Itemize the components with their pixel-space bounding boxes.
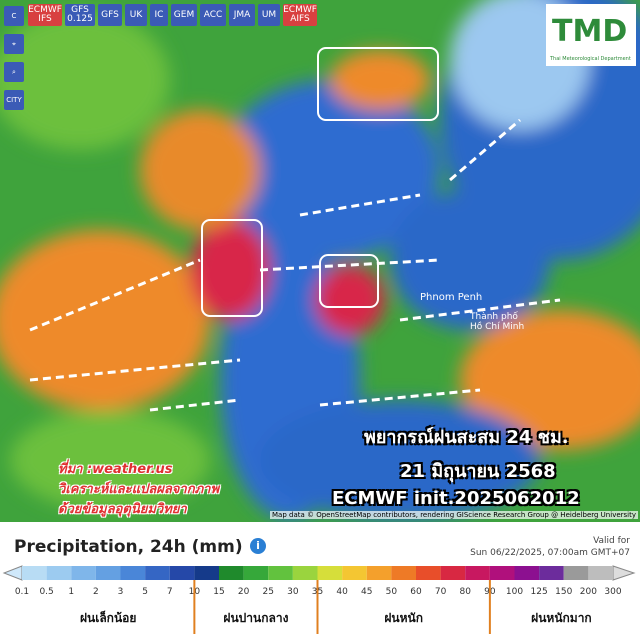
- legend-level: 7: [167, 587, 173, 597]
- legend-level: 20: [238, 587, 250, 597]
- place-label: Thành phố: [470, 312, 518, 322]
- legend-swatch: [588, 566, 613, 580]
- legend-level: 15: [213, 587, 224, 597]
- credit: ด้วยข้อมูลอุตุนิยมวิทยา: [58, 502, 187, 517]
- zoom-button[interactable]: ⌕: [4, 62, 24, 82]
- legend-level: 45: [361, 587, 372, 597]
- legend-level: 25: [263, 587, 274, 597]
- valid-label: Valid for: [593, 536, 630, 546]
- location-button[interactable]: ⌖: [4, 34, 24, 54]
- model-button[interactable]: JMA: [229, 4, 255, 26]
- category-label: ฝนปานกลาง: [223, 611, 288, 625]
- legend-swatch: [95, 566, 121, 580]
- legend-bar: 0.10.51235710152025303540455060708090100…: [0, 565, 640, 634]
- legend-level: 70: [435, 587, 447, 597]
- model-button[interactable]: ACC: [200, 4, 226, 26]
- legend-level: 3: [118, 587, 124, 597]
- category-label: ฝนหนักมาก: [531, 611, 592, 625]
- legend-swatch: [416, 566, 441, 580]
- legend-level: 2: [93, 587, 99, 597]
- legend-level: 0.1: [15, 587, 29, 597]
- category-strip: [0, 600, 640, 634]
- model-button[interactable]: ECMWF AIFS: [283, 4, 317, 26]
- map: [0, 0, 640, 522]
- legend-level: 100: [506, 587, 523, 597]
- legend-swatch: [46, 566, 72, 580]
- model-button[interactable]: UK: [125, 4, 147, 26]
- forecast-date: 21 มิถุนายน 2568: [400, 461, 556, 482]
- forecast-heading: พยากรณ์ฝนสะสม 24 ชม.: [364, 427, 569, 448]
- legend-swatch: [539, 566, 564, 580]
- legend-swatch: [317, 566, 343, 580]
- legend-level: 200: [580, 587, 597, 597]
- legend-level: 300: [604, 587, 621, 597]
- legend-swatch: [169, 566, 195, 580]
- legend-swatch: [219, 566, 244, 580]
- legend-swatch: [120, 566, 146, 580]
- legend-swatch: [243, 566, 269, 580]
- model-button[interactable]: IC: [150, 4, 168, 26]
- refresh-button[interactable]: C: [4, 6, 24, 26]
- legend-swatch: [292, 566, 318, 580]
- legend-swatch: [342, 566, 367, 580]
- model-button[interactable]: ECMWF IFS: [28, 4, 62, 26]
- legend-swatch: [268, 566, 293, 580]
- model-button[interactable]: GEM: [171, 4, 197, 26]
- legend-level: 80: [460, 587, 472, 597]
- model-button[interactable]: UM: [258, 4, 280, 26]
- legend-swatch: [465, 566, 490, 580]
- legend-swatch: [71, 566, 96, 580]
- category-label: ฝนเล็กน้อย: [80, 610, 136, 625]
- legend-swatch: [194, 566, 219, 580]
- legend-swatch: [563, 566, 589, 580]
- legend-swatch: [514, 566, 540, 580]
- legend-title: Precipitation, 24h (mm): [14, 537, 243, 557]
- legend-swatch: [489, 566, 515, 580]
- credit: วิเคราะห์และแปลผลจากภาพ: [58, 482, 220, 497]
- logo-subtitle: Thai Meteorological Department: [550, 56, 631, 62]
- category-label: ฝนหนัก: [384, 611, 423, 625]
- legend-level: 30: [287, 587, 299, 597]
- info-button[interactable]: i: [250, 538, 266, 554]
- legend-swatch: [22, 566, 47, 580]
- legend-level: 150: [555, 587, 572, 597]
- legend-swatch: [145, 566, 170, 580]
- legend-level: 60: [410, 587, 422, 597]
- place-label: Phnom Penh: [420, 292, 483, 303]
- legend-level: 1: [68, 587, 74, 597]
- legend-swatch: [440, 566, 466, 580]
- legend-swatch: [391, 566, 416, 580]
- credit: ที่มา :weather.us: [58, 462, 173, 477]
- valid-time: Sun 06/22/2025, 07:00am GMT+07: [470, 548, 630, 558]
- legend-arrow: [2, 565, 23, 581]
- model-button[interactable]: GFS: [98, 4, 122, 26]
- place-label: Hồ Chí Minh: [470, 322, 525, 332]
- legend-swatch: [366, 566, 392, 580]
- logo-title: TMD: [552, 14, 628, 49]
- legend-level: 125: [531, 587, 548, 597]
- legend-level: 0.5: [39, 587, 53, 597]
- city-button[interactable]: CITY: [4, 90, 24, 110]
- model-button[interactable]: GFS 0.125: [65, 4, 95, 26]
- forecast-model: ECMWF init.2025062012: [332, 488, 580, 509]
- attribution: Map data © OpenStreetMap contributors, r…: [270, 511, 638, 519]
- legend-level: 50: [386, 587, 398, 597]
- legend-arrow: [612, 565, 636, 581]
- legend-level: 40: [336, 587, 348, 597]
- legend-level: 5: [142, 587, 148, 597]
